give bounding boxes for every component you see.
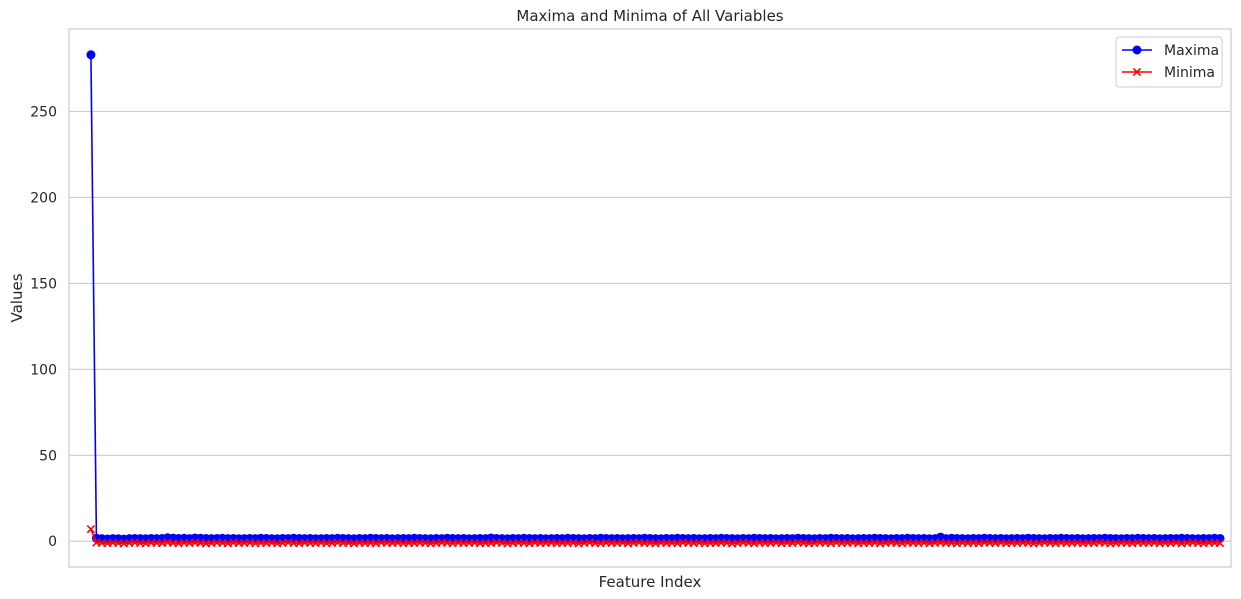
legend-label: Minima <box>1164 65 1215 81</box>
legend: Maxima Minima <box>1115 36 1223 88</box>
y-axis-ticks: 0 50 100 150 200 250 <box>30 105 57 551</box>
data-point-maxima <box>86 50 96 60</box>
y-tick-label: 200 <box>30 190 57 206</box>
y-axis-label: Values <box>8 273 26 322</box>
y-tick-label: 150 <box>30 276 57 292</box>
legend-marker-x <box>1132 67 1142 77</box>
x-axis-label: Feature Index <box>599 573 702 591</box>
y-tick-label: 100 <box>30 362 57 378</box>
chart-title: Maxima and Minima of All Variables <box>516 7 783 25</box>
legend-label: Maxima <box>1164 43 1219 59</box>
series-minima <box>86 525 1225 548</box>
series-layer <box>86 50 1225 548</box>
data-point-minima <box>1215 538 1225 548</box>
legend-item-minima: Minima <box>1122 65 1215 81</box>
plot-area <box>68 28 1232 568</box>
y-tick-label: 0 <box>48 534 57 550</box>
y-tick-label: 50 <box>39 448 57 464</box>
legend-marker-circle <box>1132 45 1142 55</box>
y-tick-label: 250 <box>30 105 57 121</box>
data-point-minima <box>86 525 96 534</box>
legend-item-maxima: Maxima <box>1122 43 1219 59</box>
